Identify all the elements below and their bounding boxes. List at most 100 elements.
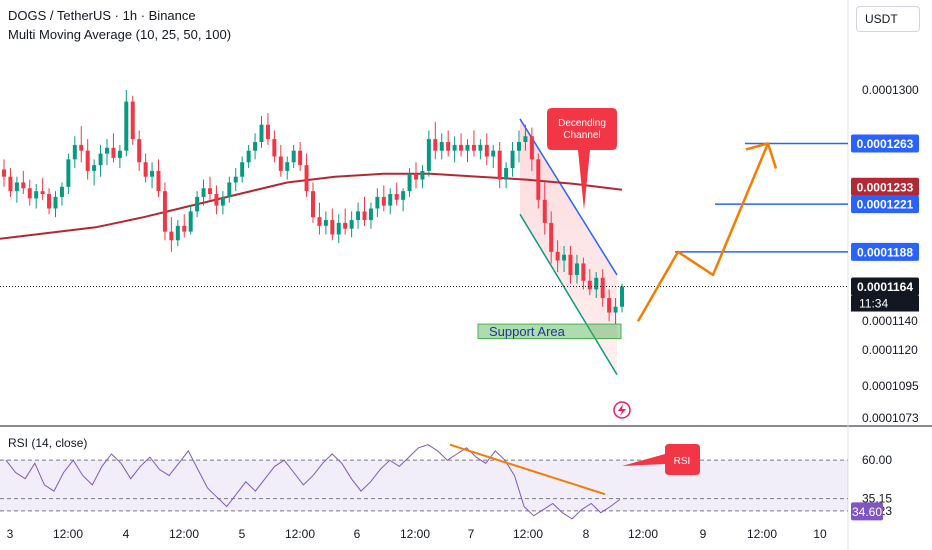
time-tick: 6 — [354, 527, 361, 541]
candle-body — [98, 153, 103, 166]
candle-body — [40, 191, 45, 195]
candle-body — [124, 101, 129, 151]
time-tick: 7 — [468, 527, 475, 541]
candle-body — [291, 150, 296, 163]
time-tick: 3 — [7, 527, 14, 541]
candle-body — [220, 196, 225, 206]
candle-body — [117, 150, 122, 158]
candle-body — [362, 211, 367, 221]
candle-body — [156, 170, 161, 192]
symbol-title: DOGS / TetherUS · 1h · Binance — [8, 8, 196, 23]
candle-body — [53, 196, 58, 209]
candle-body — [336, 222, 341, 235]
candle-body — [607, 298, 612, 313]
rsi-line — [5, 444, 621, 520]
candle-body — [375, 196, 380, 209]
candle-body — [162, 191, 167, 232]
rsi-title: RSI (14, close) — [8, 436, 87, 450]
candle-body — [581, 263, 586, 281]
candle-body — [304, 165, 309, 192]
rsi-callout-bubble — [622, 444, 700, 475]
candle-body — [285, 162, 290, 171]
candle-body — [446, 142, 451, 151]
candle-body — [188, 211, 193, 232]
channel-callout-text-1: Decending — [558, 118, 606, 129]
candle-body — [85, 150, 90, 171]
time-tick: 4 — [123, 527, 130, 541]
candle-body — [21, 182, 26, 189]
candle-body — [459, 144, 464, 151]
time-tick: 12:00 — [53, 527, 83, 541]
price-label-text: 0.0001263 — [857, 137, 914, 151]
price-label-box — [851, 134, 919, 153]
candle-body — [388, 194, 393, 206]
price-tick: 0.0001120 — [862, 343, 918, 357]
channel-callout-text-2: Channel — [563, 130, 600, 141]
candle-body — [317, 217, 322, 226]
price-label-box — [851, 195, 919, 214]
candle-body — [298, 150, 303, 166]
time-tick: 5 — [239, 527, 246, 541]
candle-body — [574, 263, 579, 275]
candle-body — [555, 251, 560, 261]
candle-body — [14, 182, 19, 192]
candle-body — [246, 150, 251, 163]
candle-body — [497, 150, 502, 180]
candle-body — [613, 306, 618, 313]
support-label: Support Area — [489, 324, 566, 339]
channel-upper-line — [519, 118, 618, 276]
candle-body — [272, 139, 277, 157]
price-label-text: 0.0001233 — [857, 180, 914, 194]
time-tick: 9 — [700, 527, 707, 541]
candle-body — [143, 162, 148, 177]
candle-body — [169, 231, 174, 241]
lightning-icon — [613, 401, 631, 419]
candle-body — [182, 225, 187, 232]
price-tick: 0.0001300 — [862, 83, 919, 97]
projection-arrowhead — [745, 142, 778, 169]
price-tick-partial: 0.0001140 — [862, 314, 918, 328]
countdown-box — [851, 295, 919, 312]
time-tick: 12:00 — [285, 527, 315, 541]
candle-body — [27, 188, 32, 199]
time-tick: 12:00 — [400, 527, 430, 541]
time-tick: 8 — [583, 527, 590, 541]
projection-path — [636, 142, 770, 322]
candle-body — [594, 277, 599, 290]
candle-body — [426, 139, 431, 171]
candle-body — [59, 186, 64, 197]
candle-body — [510, 150, 515, 169]
time-tick: 12:00 — [628, 527, 658, 541]
candle-body — [214, 194, 219, 206]
candle-body — [465, 144, 470, 151]
candle-body — [175, 225, 180, 241]
candle-body — [34, 191, 39, 199]
candle-body — [150, 170, 155, 177]
currency-selector[interactable]: USDT — [856, 6, 920, 32]
rsi-tick: 60.00 — [862, 453, 892, 467]
channel-lower-line — [519, 213, 618, 376]
price-tick: 0.0001095 — [862, 379, 919, 393]
candle-body — [72, 144, 77, 160]
candle-body — [471, 144, 476, 151]
support-zone — [477, 323, 622, 340]
rsi-band — [0, 460, 848, 511]
candle-body — [368, 208, 373, 221]
candle-body — [323, 220, 328, 226]
candle-body — [439, 142, 444, 151]
candle-body — [2, 169, 6, 177]
candle-body — [491, 150, 496, 157]
candle-body — [523, 136, 528, 143]
candle-body — [529, 136, 534, 160]
time-tick: 12:00 — [747, 527, 777, 541]
candle-body — [111, 147, 116, 158]
rsi-value-text: 34.60 — [852, 505, 882, 519]
channel-callout-bubble — [547, 108, 617, 210]
candle-body — [394, 194, 399, 200]
candle-body — [542, 199, 547, 223]
candle-body — [265, 124, 270, 140]
candle-body — [201, 188, 206, 197]
candle-body — [587, 280, 592, 290]
